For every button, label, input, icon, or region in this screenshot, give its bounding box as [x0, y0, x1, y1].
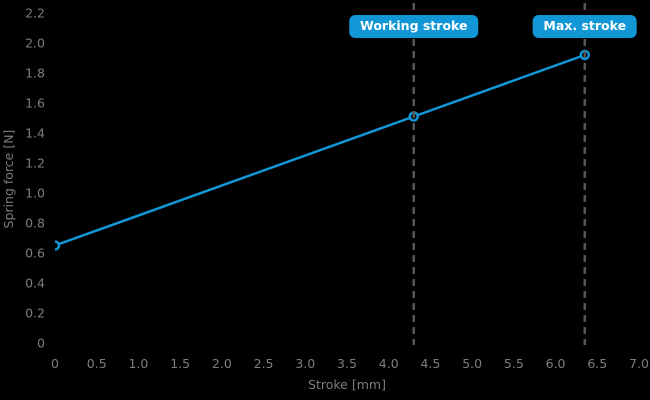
x-axis-tick-label: 2.0 [212, 356, 232, 371]
dash-overlay-group [412, 3, 587, 345]
x-axis-tick-label: 0 [51, 356, 59, 371]
y-axis-tick-label: 0.4 [25, 276, 45, 291]
x-axis-title: Stroke [mm] [308, 377, 386, 392]
y-axis-tick-label: 2.2 [25, 6, 45, 21]
x-axis-tick-label: 7.0 [629, 356, 649, 371]
y-axis-title: Spring force [N] [1, 130, 16, 229]
x-axis-tick-label: 5.5 [504, 356, 524, 371]
y-axis-tick-label: 0.6 [25, 246, 45, 261]
x-axis-tick-label: 4.0 [379, 356, 399, 371]
x-axis-tick-label: 1.0 [128, 356, 148, 371]
y-axis-tick-label: 1.6 [25, 96, 45, 111]
y-axis-tick-label: 2.0 [25, 36, 45, 51]
data-point-marker [55, 240, 61, 251]
x-axis-tick-label: 3.5 [337, 356, 357, 371]
y-axis-tick-label: 0.8 [25, 216, 45, 231]
y-axis-tick-labels: 0 0.2 0.4 0.6 0.8 1.0 1.2 1.4 1.6 1.8 2.0 2.2 [25, 6, 45, 351]
y-axis-tick-label: 1.8 [25, 66, 45, 81]
y-axis-tick-label: 0 [37, 336, 45, 351]
x-axis-tick-label: 6.0 [546, 356, 566, 371]
x-axis-tick-label: 5.0 [462, 356, 482, 371]
x-axis-tick-label: 1.5 [170, 356, 190, 371]
x-axis-tick-label: 0.5 [87, 356, 107, 371]
y-axis-tick-label: 0.2 [25, 306, 45, 321]
y-axis-tick-label: 1.4 [25, 126, 45, 141]
x-axis-tick-label: 3.0 [295, 356, 315, 371]
y-axis-tick-label: 1.0 [25, 186, 45, 201]
x-axis-tick-label: 6.5 [587, 356, 607, 371]
x-axis-tick-label: 4.5 [420, 356, 440, 371]
x-axis-tick-labels: 0 0.5 1.0 1.5 2.0 2.5 3.0 3.5 4.0 4.5 5.0 5.5 6.0 6.5… [51, 356, 649, 371]
spring-characteristic-line [55, 53, 586, 247]
x-axis-tick-label: 2.5 [254, 356, 274, 371]
y-axis-tick-label: 1.2 [25, 156, 45, 171]
series-group [55, 49, 591, 251]
